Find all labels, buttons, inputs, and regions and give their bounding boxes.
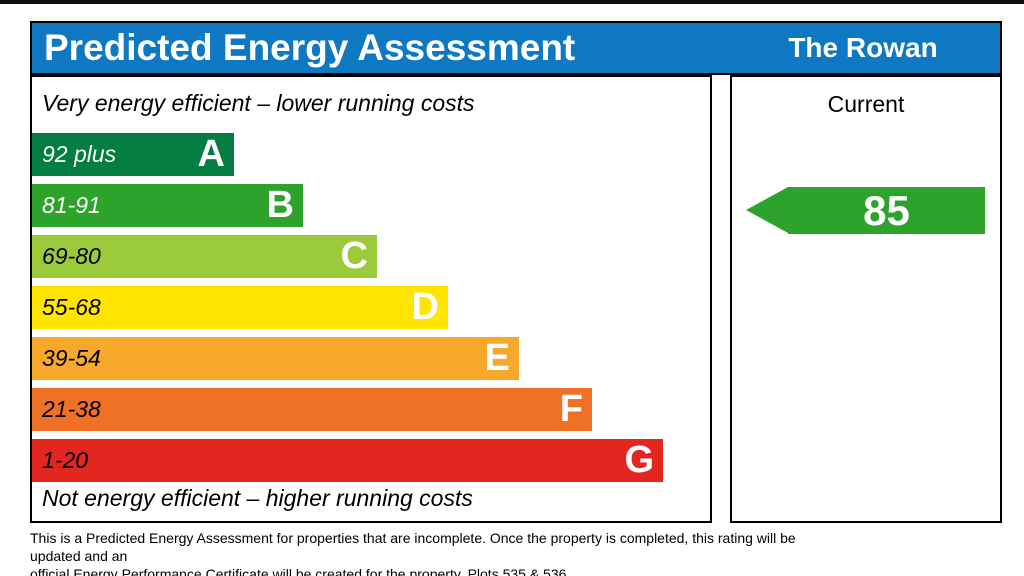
band-letter: B xyxy=(266,184,294,226)
band-row-E: 39-54 E xyxy=(32,337,519,380)
band-letter: F xyxy=(559,388,583,430)
current-rating-panel: Current 85 xyxy=(730,75,1002,523)
current-rating-value: 85 xyxy=(788,187,985,234)
band-row-A: 92 plus A xyxy=(32,133,234,176)
band-range-label: 81-91 xyxy=(42,192,101,218)
property-name: The Rowan xyxy=(788,32,938,63)
band-row-G: 1-20 G xyxy=(32,439,663,482)
band-row-F: 21-38 F xyxy=(32,388,592,431)
band-letter: A xyxy=(197,133,225,175)
band-row-D: 55-68 D xyxy=(32,286,448,329)
current-rating-arrow-tip xyxy=(746,187,788,233)
footer-disclaimer-line2: official Energy Performance Certificate … xyxy=(30,566,571,576)
band-letter: C xyxy=(340,235,368,277)
band-range-label: 21-38 xyxy=(42,396,101,422)
footer-disclaimer: This is a Predicted Energy Assessment fo… xyxy=(30,529,850,576)
band-row-C: 69-80 C xyxy=(32,235,377,278)
band-range-label: 1-20 xyxy=(42,447,89,473)
current-column-header: Current xyxy=(827,91,905,117)
energy-rating-chart: Very energy efficient – lower running co… xyxy=(30,75,712,523)
band-letter: D xyxy=(411,286,439,328)
band-range-label: 39-54 xyxy=(42,345,101,371)
efficiency-caption-bottom: Not energy efficient – higher running co… xyxy=(42,485,473,511)
footer-disclaimer-line1: This is a Predicted Energy Assessment fo… xyxy=(30,530,796,564)
band-range-label: 69-80 xyxy=(42,243,101,269)
band-row-B: 81-91 B xyxy=(32,184,303,227)
top-border-strip xyxy=(0,0,1024,4)
efficiency-caption-top: Very energy efficient – lower running co… xyxy=(42,90,475,116)
current-rating-arrow: 85 xyxy=(746,187,985,234)
band-range-label: 92 plus xyxy=(42,141,117,167)
band-letter: G xyxy=(624,439,654,481)
band-range-label: 55-68 xyxy=(42,294,101,320)
page-title: Predicted Energy Assessment xyxy=(44,27,576,68)
header-bar: Predicted Energy Assessment The Rowan xyxy=(30,21,1002,75)
band-letter: E xyxy=(484,337,510,379)
